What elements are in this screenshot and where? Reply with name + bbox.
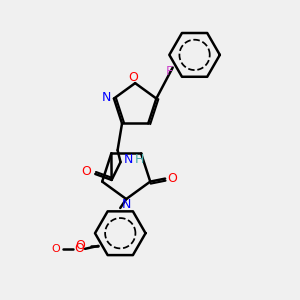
Text: N: N	[124, 153, 134, 166]
Text: O: O	[168, 172, 178, 185]
Text: O: O	[75, 239, 85, 252]
Text: O: O	[129, 71, 139, 84]
Text: O: O	[51, 244, 60, 254]
Text: O: O	[81, 164, 91, 178]
Text: N: N	[102, 91, 111, 103]
Text: F: F	[166, 65, 173, 79]
Text: O: O	[74, 242, 84, 255]
Text: H: H	[134, 153, 144, 166]
Text: N: N	[122, 199, 131, 212]
